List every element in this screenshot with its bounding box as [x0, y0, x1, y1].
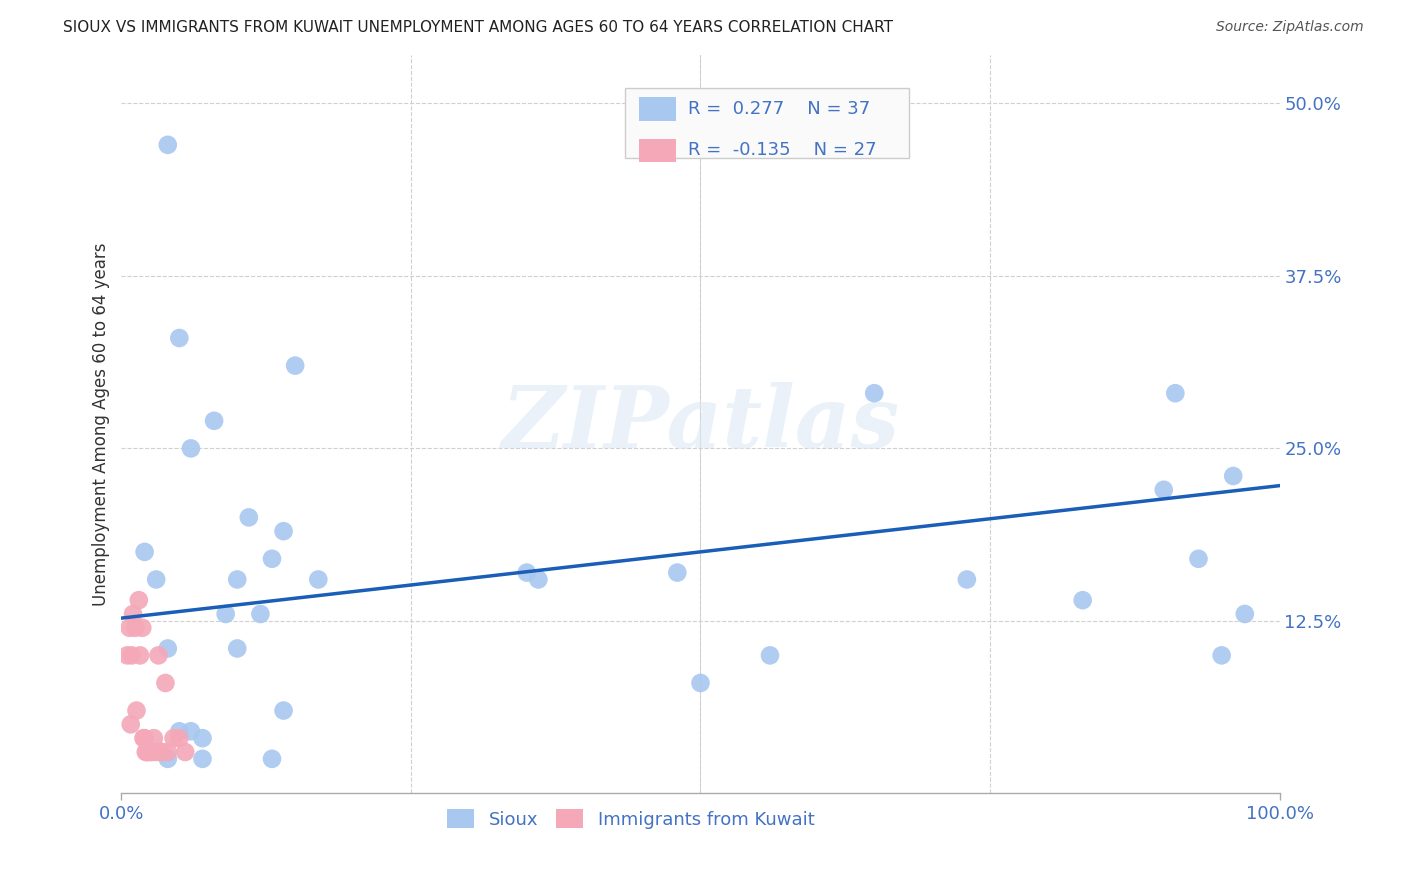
Point [307, 573, 329, 587]
Point [142, 731, 165, 746]
Legend: Sioux, Immigrants from Kuwait: Sioux, Immigrants from Kuwait [440, 802, 823, 836]
Point [145, 573, 167, 587]
Point [1071, 593, 1094, 607]
Point [118, 621, 141, 635]
Point [149, 745, 172, 759]
Point [226, 641, 249, 656]
Text: SIOUX VS IMMIGRANTS FROM KUWAIT UNEMPLOYMENT AMONG AGES 60 TO 64 YEARS CORRELATI: SIOUX VS IMMIGRANTS FROM KUWAIT UNEMPLOY… [63, 20, 893, 35]
Point [1233, 607, 1256, 621]
Point [1222, 469, 1244, 483]
Point [132, 731, 155, 746]
Point [156, 641, 179, 656]
Point [226, 573, 249, 587]
Point [136, 745, 159, 759]
Text: R =  0.277    N = 37: R = 0.277 N = 37 [688, 100, 870, 118]
Point [759, 648, 782, 663]
Point [516, 566, 538, 580]
Y-axis label: Unemployment Among Ages 60 to 64 years: Unemployment Among Ages 60 to 64 years [93, 243, 110, 606]
Point [169, 724, 191, 739]
Point [202, 414, 225, 428]
Point [169, 331, 191, 345]
FancyBboxPatch shape [626, 88, 908, 159]
Point [135, 745, 157, 759]
Point [169, 731, 191, 746]
Point [191, 752, 214, 766]
Point [139, 745, 162, 759]
FancyBboxPatch shape [640, 138, 676, 162]
Point [134, 545, 156, 559]
Point [180, 724, 202, 739]
Point [863, 386, 886, 401]
Point [1211, 648, 1233, 663]
FancyBboxPatch shape [640, 97, 676, 120]
Point [134, 731, 156, 746]
Point [141, 745, 163, 759]
Point [956, 573, 979, 587]
Point [191, 731, 214, 746]
Point [122, 607, 145, 621]
Point [215, 607, 238, 621]
Point [689, 676, 711, 690]
Point [273, 704, 295, 718]
Point [156, 745, 179, 759]
Point [121, 648, 143, 663]
Point [249, 607, 271, 621]
Point [120, 717, 142, 731]
Text: ZIPatlas: ZIPatlas [502, 383, 900, 466]
Point [1187, 551, 1209, 566]
Point [115, 648, 138, 663]
Point [260, 551, 283, 566]
Point [145, 745, 167, 759]
Point [148, 648, 170, 663]
Point [131, 621, 153, 635]
Point [260, 752, 283, 766]
Point [156, 752, 179, 766]
Point [156, 137, 179, 152]
Point [162, 731, 184, 746]
Point [135, 745, 157, 759]
Point [527, 573, 550, 587]
Point [124, 621, 146, 635]
Point [150, 745, 173, 759]
Text: R =  -0.135    N = 27: R = -0.135 N = 27 [688, 141, 876, 160]
Point [125, 704, 148, 718]
Point [284, 359, 307, 373]
Point [238, 510, 260, 524]
Point [129, 648, 152, 663]
Point [1153, 483, 1175, 497]
Point [180, 442, 202, 456]
Point [1164, 386, 1187, 401]
Point [174, 745, 197, 759]
Point [155, 676, 177, 690]
Point [273, 524, 295, 538]
Point [128, 593, 150, 607]
Point [666, 566, 689, 580]
Text: Source: ZipAtlas.com: Source: ZipAtlas.com [1216, 20, 1364, 34]
